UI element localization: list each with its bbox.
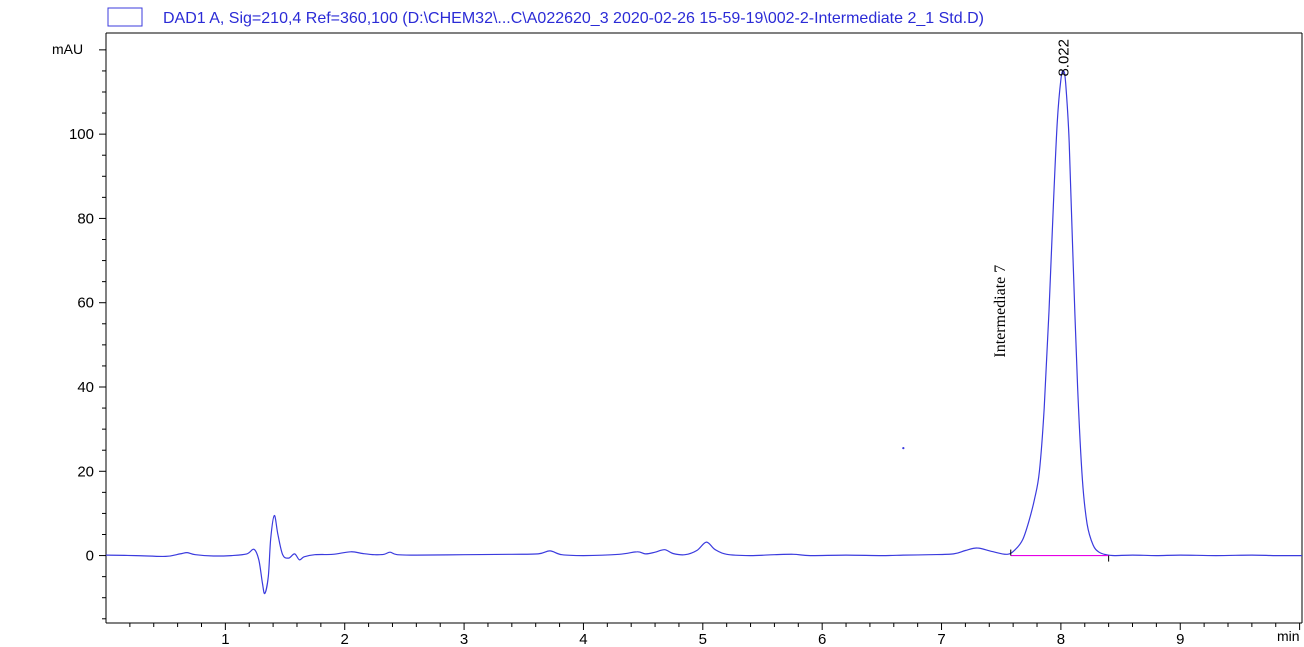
x-tick-label: 4 bbox=[579, 631, 587, 647]
y-tick-label: 20 bbox=[77, 463, 94, 480]
compound-annotation-label: Intermediate 7 bbox=[992, 265, 1009, 358]
x-tick-label: 7 bbox=[937, 631, 945, 647]
y-tick-label: 0 bbox=[86, 548, 94, 565]
x-tick-label: 6 bbox=[818, 631, 826, 647]
legend-text: DAD1 A, Sig=210,4 Ref=360,100 (D:\CHEM32… bbox=[163, 10, 984, 27]
y-tick-label: 100 bbox=[69, 126, 94, 143]
marker-dot bbox=[902, 447, 905, 450]
x-tick-label: 5 bbox=[699, 631, 707, 647]
y-tick-label: 60 bbox=[77, 295, 94, 312]
y-axis-ticks: 0 20 40 60 80 100 bbox=[69, 49, 106, 620]
x-tick-label: 9 bbox=[1176, 631, 1184, 647]
x-axis-ticks: 1 2 3 4 5 6 7 8 9 bbox=[129, 623, 1301, 647]
y-tick-label: 40 bbox=[77, 379, 94, 396]
x-tick-label: 8 bbox=[1057, 631, 1065, 647]
x-tick-label: 3 bbox=[460, 631, 468, 647]
peak-retention-time-label: 8.022 bbox=[1056, 39, 1073, 77]
legend: DAD1 A, Sig=210,4 Ref=360,100 (D:\CHEM32… bbox=[107, 7, 984, 27]
x-tick-label: 2 bbox=[341, 631, 349, 647]
x-tick-label: 1 bbox=[221, 631, 229, 647]
plot-frame bbox=[105, 32, 1303, 624]
y-axis-unit-label: mAU bbox=[52, 41, 83, 57]
x-axis-unit-label: min bbox=[1277, 628, 1300, 644]
y-tick-label: 80 bbox=[77, 210, 94, 227]
chromatogram-trace bbox=[105, 70, 1302, 595]
legend-swatch bbox=[107, 7, 143, 27]
